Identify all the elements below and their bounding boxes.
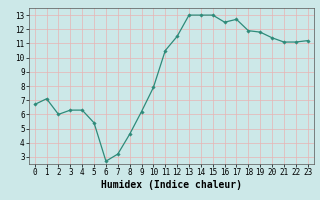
X-axis label: Humidex (Indice chaleur): Humidex (Indice chaleur) — [101, 180, 242, 190]
